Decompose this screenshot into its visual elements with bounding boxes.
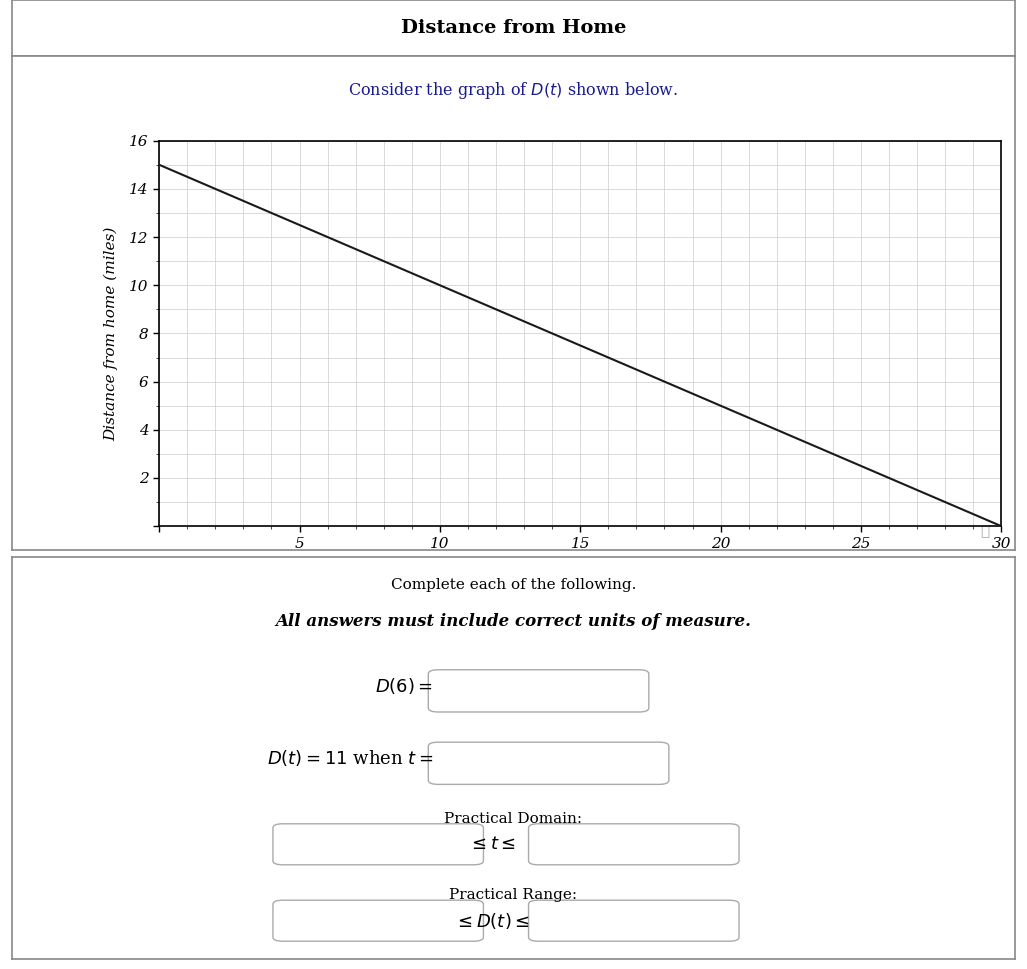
FancyBboxPatch shape (273, 824, 484, 864)
Text: All answers must include correct units of measure.: All answers must include correct units o… (275, 613, 752, 630)
FancyBboxPatch shape (273, 900, 484, 941)
FancyBboxPatch shape (529, 824, 739, 864)
X-axis label: Time (minutes): Time (minutes) (517, 559, 644, 576)
Text: Practical Range:: Practical Range: (450, 888, 577, 902)
FancyBboxPatch shape (428, 670, 649, 712)
Text: $\leq t \leq$: $\leq t \leq$ (467, 835, 516, 854)
Text: Consider the graph of $D(t)$ shown below.: Consider the graph of $D(t)$ shown below… (348, 80, 679, 102)
Text: Complete each of the following.: Complete each of the following. (391, 578, 636, 592)
Text: Distance from Home: Distance from Home (401, 19, 626, 37)
Text: $\leq D(t) \leq$: $\leq D(t) \leq$ (454, 911, 529, 930)
Y-axis label: Distance from home (miles): Distance from home (miles) (104, 226, 118, 441)
Text: $D(6)=$: $D(6)=$ (375, 675, 433, 696)
FancyBboxPatch shape (428, 742, 669, 784)
Text: 🔍: 🔍 (980, 523, 989, 538)
Text: $D(t) = 11$ when $t =$: $D(t) = 11$ when $t =$ (267, 748, 433, 768)
Text: Practical Domain:: Practical Domain: (445, 812, 582, 826)
FancyBboxPatch shape (529, 900, 739, 941)
